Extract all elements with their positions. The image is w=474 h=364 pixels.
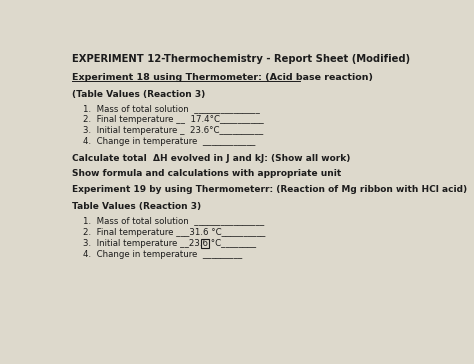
Text: EXPERIMENT 12-Thermochemistry - Report Sheet (Modified): EXPERIMENT 12-Thermochemistry - Report S…	[72, 54, 410, 64]
Text: Calculate total  ΔH evolved in J and kJ: (Show all work): Calculate total ΔH evolved in J and kJ: …	[72, 154, 350, 163]
Text: 1.  Mass of total solution  ________________: 1. Mass of total solution ______________…	[83, 216, 264, 225]
Text: 2.  Final temperature __  17.4°C__________: 2. Final temperature __ 17.4°C__________	[83, 115, 264, 124]
Text: Show formula and calculations with appropriate unit: Show formula and calculations with appro…	[72, 169, 341, 178]
Text: 3.  Initial temperature _  23.6°C__________: 3. Initial temperature _ 23.6°C_________…	[83, 126, 264, 135]
Text: Table Values (Reaction 3): Table Values (Reaction 3)	[72, 202, 201, 211]
Text: 3.  Initial temperature __23.6 °C________: 3. Initial temperature __23.6 °C________	[83, 239, 256, 248]
Text: Experiment 18 using Thermometer: (Acid base reaction): Experiment 18 using Thermometer: (Acid b…	[72, 73, 373, 82]
Text: Experiment 19 by using Thermometerr: (Reaction of Mg ribbon with HCl acid): Experiment 19 by using Thermometerr: (Re…	[72, 186, 467, 194]
Text: (Table Values (Reaction 3): (Table Values (Reaction 3)	[72, 90, 205, 99]
Text: 1.  Mass of total solution  _______________: 1. Mass of total solution ______________…	[83, 104, 260, 112]
Text: 4.  Change in temperature  ____________: 4. Change in temperature ____________	[83, 137, 255, 146]
Text: 2.  Final temperature ___31.6 °C__________: 2. Final temperature ___31.6 °C_________…	[83, 228, 265, 237]
Text: 4.  Change in temperature  _________: 4. Change in temperature _________	[83, 250, 242, 259]
